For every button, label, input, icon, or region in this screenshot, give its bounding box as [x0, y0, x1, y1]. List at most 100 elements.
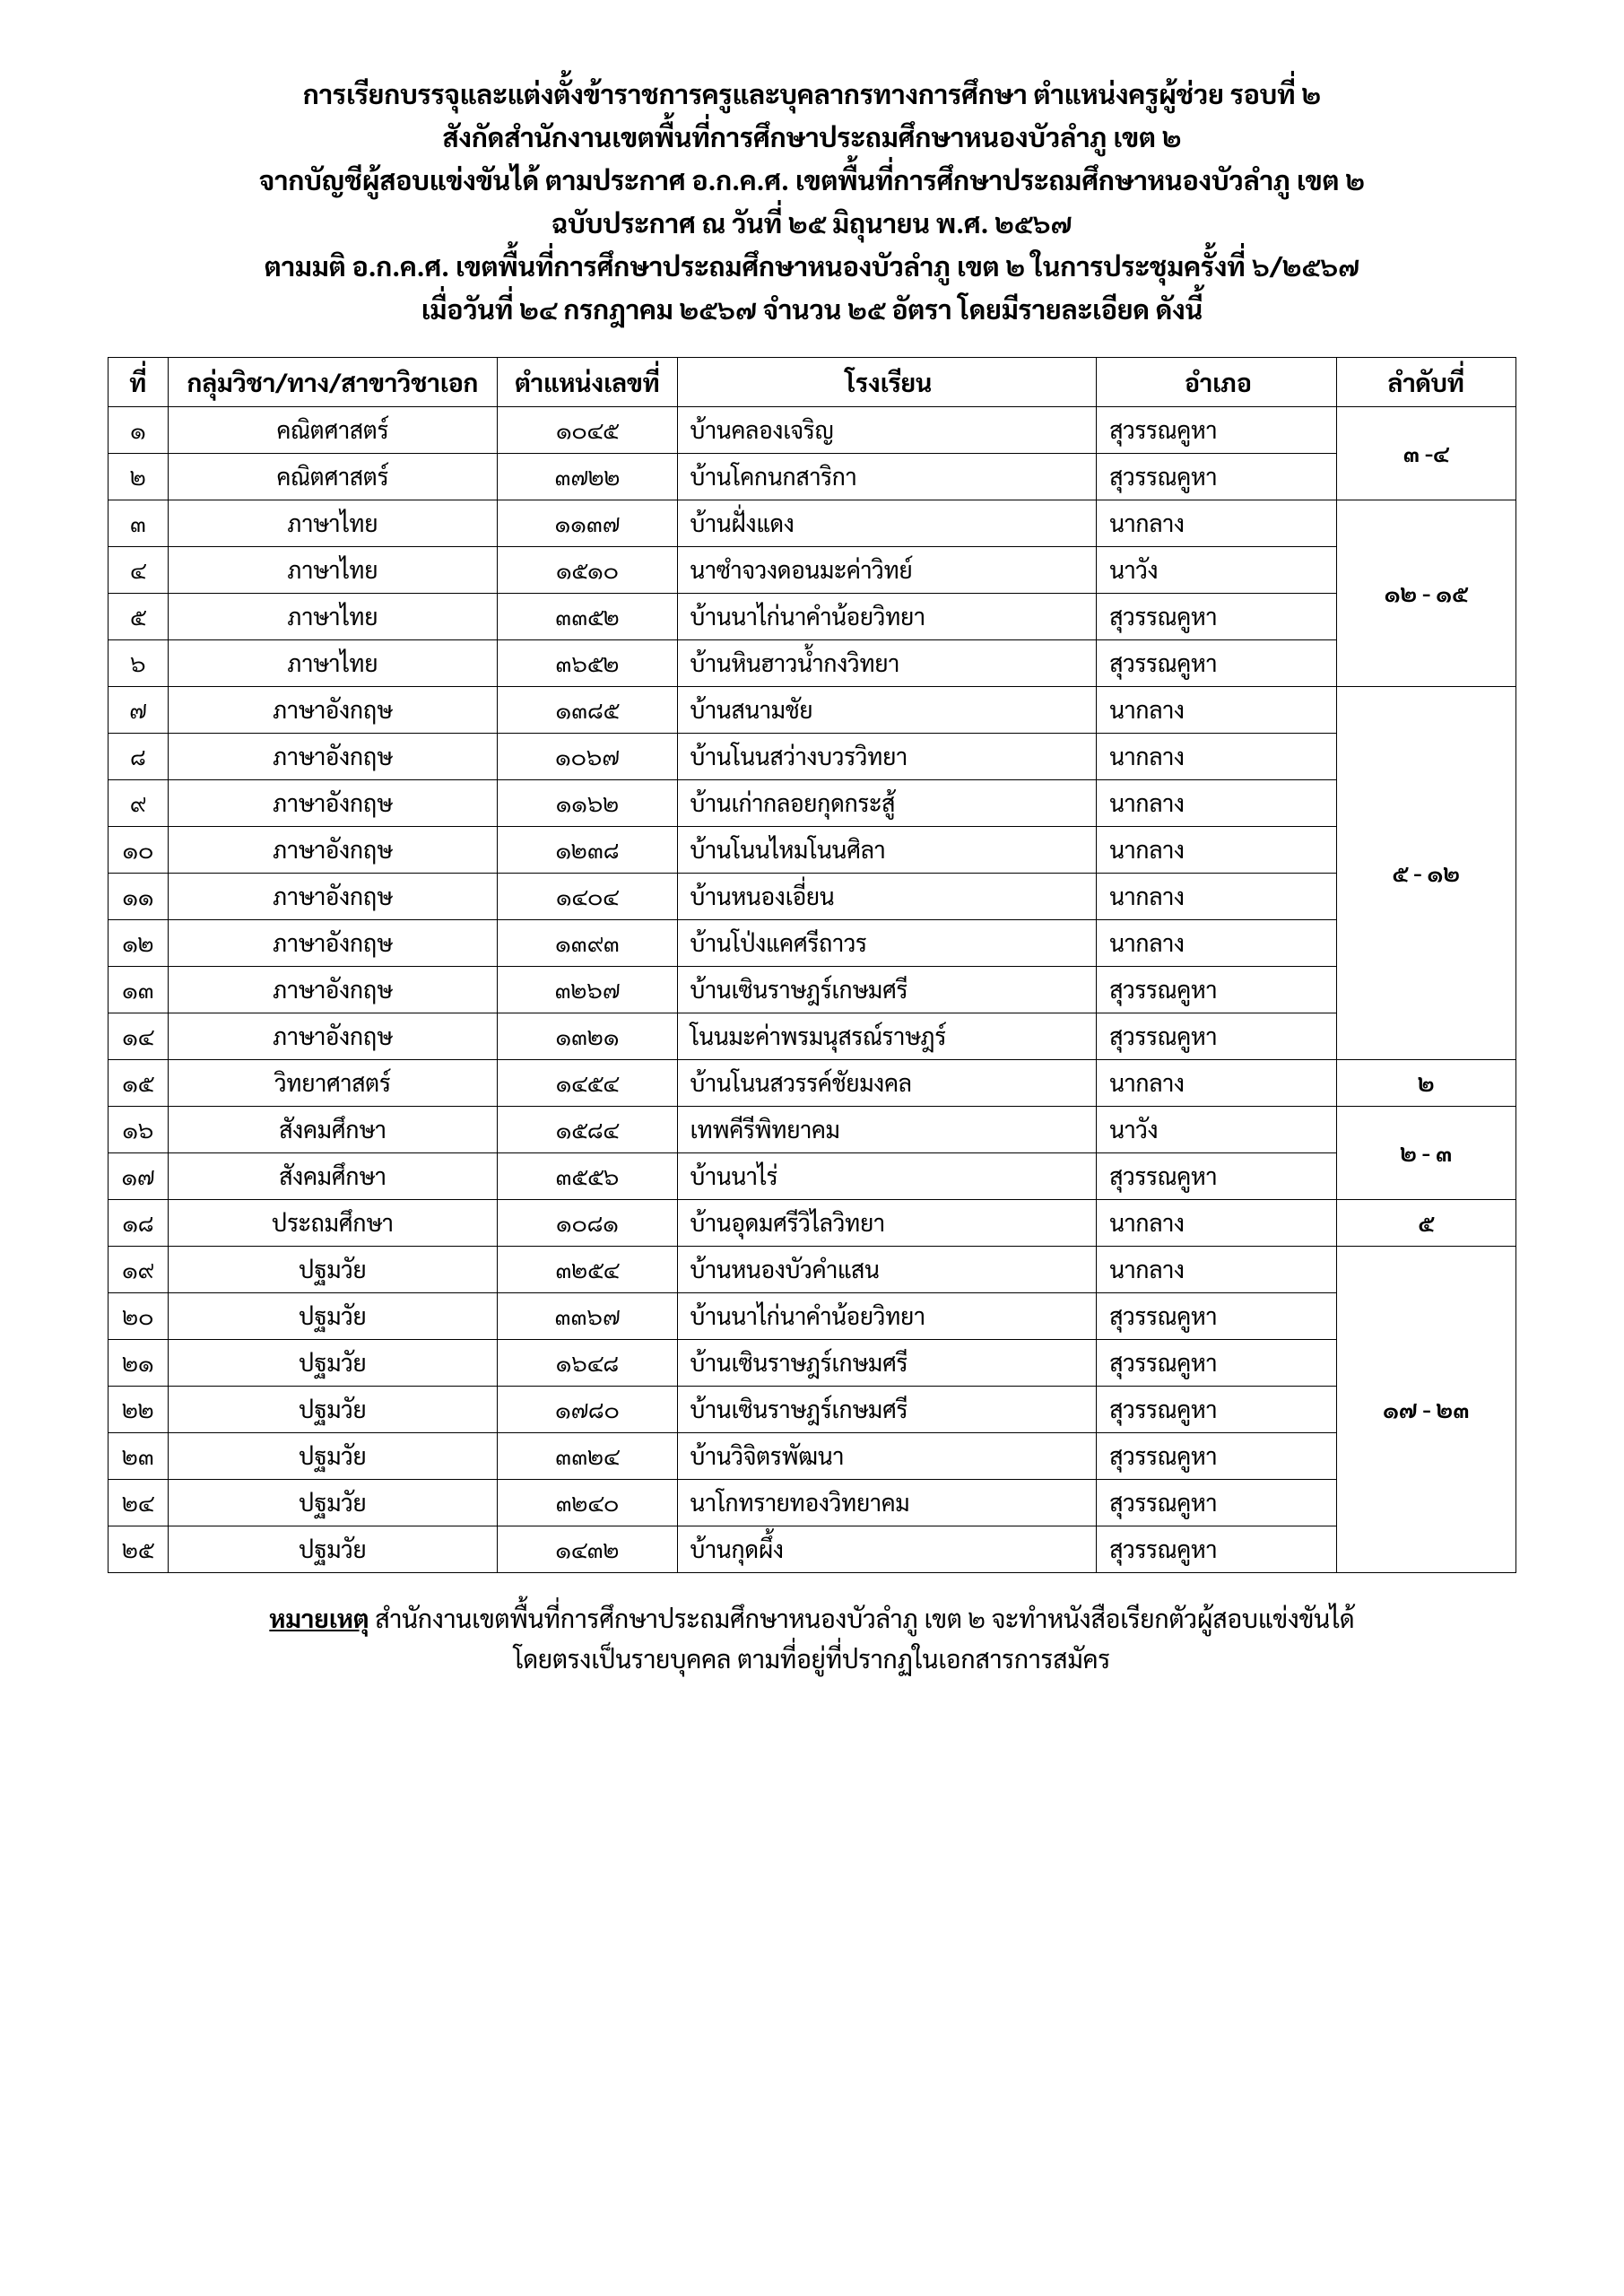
- cell-rank: ๑๗ - ๒๓: [1336, 1247, 1515, 1573]
- cell-subject: สังคมศึกษา: [168, 1107, 497, 1153]
- cell-num: ๕: [109, 594, 169, 640]
- cell-posno: ๓๒๔๐: [498, 1480, 677, 1526]
- cell-school: บ้านนาไก่นาคำน้อยวิทยา: [677, 594, 1097, 640]
- cell-subject: ปฐมวัย: [168, 1480, 497, 1526]
- header-line-6: เมื่อวันที่ ๒๔ กรกฎาคม ๒๕๖๗ จำนวน ๒๕ อัต…: [108, 287, 1516, 330]
- col-header-school: โรงเรียน: [677, 358, 1097, 407]
- cell-school: บ้านนาไร่: [677, 1153, 1097, 1200]
- cell-school: บ้านนาไก่นาคำน้อยวิทยา: [677, 1293, 1097, 1340]
- cell-posno: ๓๕๕๖: [498, 1153, 677, 1200]
- cell-num: ๑๒: [109, 920, 169, 967]
- cell-posno: ๑๒๓๘: [498, 827, 677, 874]
- table-row: ๑๓ภาษาอังกฤษ๓๒๖๗บ้านเซินราษฎร์เกษมศรีสุว…: [109, 967, 1516, 1013]
- col-header-subject: กลุ่มวิชา/ทาง/สาขาวิชาเอก: [168, 358, 497, 407]
- cell-school: นาโกทรายทองวิทยาคม: [677, 1480, 1097, 1526]
- cell-school: บ้านเซินราษฎร์เกษมศรี: [677, 1387, 1097, 1433]
- cell-num: ๒๑: [109, 1340, 169, 1387]
- cell-school: บ้านหนองเอี่ยน: [677, 874, 1097, 920]
- cell-posno: ๑๑๖๒: [498, 780, 677, 827]
- cell-posno: ๑๓๘๕: [498, 687, 677, 734]
- cell-subject: สังคมศึกษา: [168, 1153, 497, 1200]
- cell-subject: ภาษาไทย: [168, 547, 497, 594]
- cell-posno: ๑๐๖๗: [498, 734, 677, 780]
- table-body: ๑คณิตศาสตร์๑๐๔๕บ้านคลองเจริญสุวรรณคูหา ๓ …: [109, 407, 1516, 1573]
- cell-posno: ๑๔๐๔: [498, 874, 677, 920]
- cell-district: สุวรรณคูหา: [1097, 1387, 1336, 1433]
- cell-school: บ้านฝั่งแดง: [677, 500, 1097, 547]
- cell-subject: ปฐมวัย: [168, 1340, 497, 1387]
- cell-num: ๒๒: [109, 1387, 169, 1433]
- cell-school: บ้านหนองบัวคำแสน: [677, 1247, 1097, 1293]
- table-row: ๒๒ปฐมวัย๑๗๘๐บ้านเซินราษฎร์เกษมศรีสุวรรณค…: [109, 1387, 1516, 1433]
- note-label: หมายเหตุ: [269, 1602, 369, 1634]
- cell-num: ๒๓: [109, 1433, 169, 1480]
- cell-posno: ๑๕๘๔: [498, 1107, 677, 1153]
- cell-num: ๘: [109, 734, 169, 780]
- cell-posno: ๓๓๒๔: [498, 1433, 677, 1480]
- col-header-district: อำเภอ: [1097, 358, 1336, 407]
- cell-district: นากลาง: [1097, 827, 1336, 874]
- cell-school: บ้านสนามชัย: [677, 687, 1097, 734]
- cell-num: ๑๔: [109, 1013, 169, 1060]
- cell-school: บ้านกุดผึ้ง: [677, 1526, 1097, 1573]
- cell-rank: ๓ -๔: [1336, 407, 1515, 500]
- cell-school: บ้านคลองเจริญ: [677, 407, 1097, 454]
- cell-subject: ภาษาอังกฤษ: [168, 920, 497, 967]
- table-row: ๔ภาษาไทย๑๕๑๐นาซำจวงดอนมะค่าวิทย์นาวัง: [109, 547, 1516, 594]
- table-row: ๑๖สังคมศึกษา๑๕๘๔เทพคีรีพิทยาคมนาวัง๒ - ๓: [109, 1107, 1516, 1153]
- cell-num: ๑๙: [109, 1247, 169, 1293]
- cell-num: ๒๐: [109, 1293, 169, 1340]
- cell-num: ๗: [109, 687, 169, 734]
- cell-num: ๒๕: [109, 1526, 169, 1573]
- cell-posno: ๓๖๕๒: [498, 640, 677, 687]
- header-line-5: ตามมติ อ.ก.ค.ศ. เขตพื้นที่การศึกษาประถมศ…: [108, 244, 1516, 287]
- cell-num: ๑: [109, 407, 169, 454]
- cell-district: นาวัง: [1097, 547, 1336, 594]
- table-header-row: ที่ กลุ่มวิชา/ทาง/สาขาวิชาเอก ตำแหน่งเลข…: [109, 358, 1516, 407]
- header-line-2: สังกัดสำนักงานเขตพื้นที่การศึกษาประถมศึก…: [108, 115, 1516, 158]
- cell-num: ๑๗: [109, 1153, 169, 1200]
- note-line-1: สำนักงานเขตพื้นที่การศึกษาประถมศึกษาหนอง…: [369, 1602, 1355, 1634]
- cell-district: สุวรรณคูหา: [1097, 1153, 1336, 1200]
- table-row: ๒คณิตศาสตร์๓๗๒๒บ้านโคกนกสาริกาสุวรรณคูหา: [109, 454, 1516, 500]
- table-row: ๑๗สังคมศึกษา๓๕๕๖บ้านนาไร่สุวรรณคูหา: [109, 1153, 1516, 1200]
- cell-subject: ปฐมวัย: [168, 1293, 497, 1340]
- cell-school: บ้านอุดมศรีวิไลวิทยา: [677, 1200, 1097, 1247]
- table-row: ๑๘ประถมศึกษา๑๐๘๑บ้านอุดมศรีวิไลวิทยานากล…: [109, 1200, 1516, 1247]
- cell-subject: วิทยาศาสตร์: [168, 1060, 497, 1107]
- cell-district: สุวรรณคูหา: [1097, 1433, 1336, 1480]
- cell-num: ๒: [109, 454, 169, 500]
- cell-posno: ๑๕๑๐: [498, 547, 677, 594]
- cell-num: ๔: [109, 547, 169, 594]
- cell-subject: ภาษาอังกฤษ: [168, 827, 497, 874]
- cell-school: บ้านเก่ากลอยกุดกระสู้: [677, 780, 1097, 827]
- cell-num: ๑๑: [109, 874, 169, 920]
- cell-posno: ๑๑๓๗: [498, 500, 677, 547]
- cell-school: บ้านโนนไหมโนนศิลา: [677, 827, 1097, 874]
- cell-district: สุวรรณคูหา: [1097, 1480, 1336, 1526]
- col-header-rank: ลำดับที่: [1336, 358, 1515, 407]
- table-row: ๕ภาษาไทย๓๓๕๒บ้านนาไก่นาคำน้อยวิทยาสุวรรณ…: [109, 594, 1516, 640]
- cell-posno: ๑๐๘๑: [498, 1200, 677, 1247]
- cell-num: ๓: [109, 500, 169, 547]
- cell-posno: ๓๒๕๔: [498, 1247, 677, 1293]
- table-row: ๑๙ปฐมวัย๓๒๕๔บ้านหนองบัวคำแสนนากลาง๑๗ - ๒…: [109, 1247, 1516, 1293]
- cell-school: นาซำจวงดอนมะค่าวิทย์: [677, 547, 1097, 594]
- table-row: ๒๔ปฐมวัย๓๒๔๐นาโกทรายทองวิทยาคมสุวรรณคูหา: [109, 1480, 1516, 1526]
- col-header-num: ที่: [109, 358, 169, 407]
- cell-num: ๑๕: [109, 1060, 169, 1107]
- cell-rank: ๒: [1336, 1060, 1515, 1107]
- cell-subject: ภาษาอังกฤษ: [168, 734, 497, 780]
- cell-district: สุวรรณคูหา: [1097, 967, 1336, 1013]
- cell-school: บ้านโป่งแคศรีถาวร: [677, 920, 1097, 967]
- cell-school: บ้านเซินราษฎร์เกษมศรี: [677, 1340, 1097, 1387]
- cell-subject: คณิตศาสตร์: [168, 454, 497, 500]
- col-header-posno: ตำแหน่งเลขที่: [498, 358, 677, 407]
- table-row: ๑๑ภาษาอังกฤษ๑๔๐๔บ้านหนองเอี่ยนนากลาง: [109, 874, 1516, 920]
- cell-district: สุวรรณคูหา: [1097, 594, 1336, 640]
- cell-rank: ๕: [1336, 1200, 1515, 1247]
- cell-school: บ้านโนนสวรรค์ชัยมงคล: [677, 1060, 1097, 1107]
- table-row: ๑๐ภาษาอังกฤษ๑๒๓๘บ้านโนนไหมโนนศิลานากลาง: [109, 827, 1516, 874]
- cell-posno: ๑๐๔๕: [498, 407, 677, 454]
- cell-school: บ้านหินฮาวน้ำกงวิทยา: [677, 640, 1097, 687]
